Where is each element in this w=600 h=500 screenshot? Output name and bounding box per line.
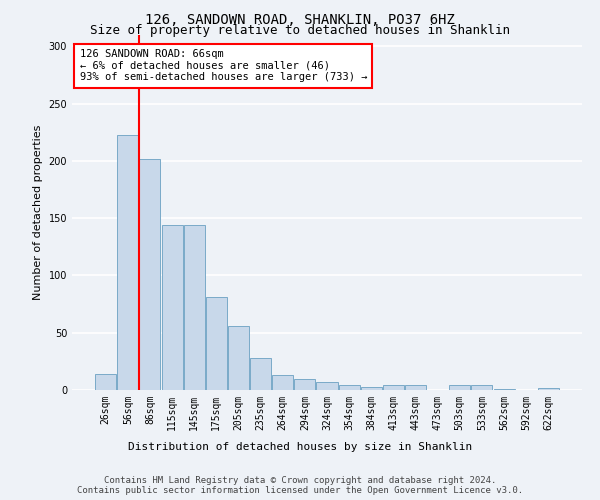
Bar: [405, 386, 426, 390]
Bar: [272, 375, 293, 390]
Text: 126 SANDOWN ROAD: 66sqm
← 6% of detached houses are smaller (46)
93% of semi-det: 126 SANDOWN ROAD: 66sqm ← 6% of detached…: [80, 49, 367, 82]
Bar: [538, 388, 559, 390]
Bar: [449, 386, 470, 390]
Bar: [184, 225, 205, 390]
Bar: [250, 358, 271, 390]
Bar: [95, 374, 116, 390]
Bar: [383, 386, 404, 390]
Bar: [316, 382, 338, 390]
Bar: [338, 386, 359, 390]
Text: Distribution of detached houses by size in Shanklin: Distribution of detached houses by size …: [128, 442, 472, 452]
Bar: [139, 158, 160, 390]
Bar: [118, 134, 139, 390]
Text: Size of property relative to detached houses in Shanklin: Size of property relative to detached ho…: [90, 24, 510, 37]
Bar: [472, 386, 493, 390]
Bar: [161, 225, 182, 390]
Bar: [228, 326, 249, 390]
Bar: [361, 386, 382, 390]
Bar: [295, 378, 316, 390]
Y-axis label: Number of detached properties: Number of detached properties: [33, 125, 43, 300]
Text: 126, SANDOWN ROAD, SHANKLIN, PO37 6HZ: 126, SANDOWN ROAD, SHANKLIN, PO37 6HZ: [145, 12, 455, 26]
Bar: [206, 297, 227, 390]
Text: Contains HM Land Registry data © Crown copyright and database right 2024.
Contai: Contains HM Land Registry data © Crown c…: [77, 476, 523, 495]
Bar: [494, 389, 515, 390]
